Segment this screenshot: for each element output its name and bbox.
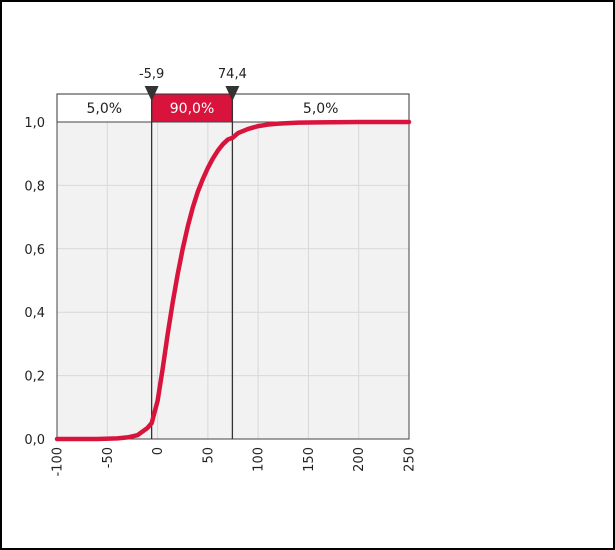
y-tick-label: 0,4 bbox=[24, 306, 45, 321]
y-tick-label: 0,2 bbox=[24, 370, 45, 385]
band-label: 5,0% bbox=[87, 101, 123, 117]
y-tick-label: 1,0 bbox=[24, 116, 45, 131]
y-tick-label: 0,8 bbox=[24, 179, 45, 194]
percentile-markers[interactable]: -5,9 74,4 bbox=[139, 67, 247, 439]
marker-handle-icon bbox=[225, 86, 240, 101]
y-axis-ticks: 0,0 0,2 0,4 0,6 0,8 1,0 bbox=[24, 116, 45, 448]
x-tick-label: -50 bbox=[101, 447, 116, 468]
x-tick-label: 150 bbox=[302, 447, 317, 472]
grid-lines bbox=[56, 121, 410, 440]
marker-label: -5,9 bbox=[139, 67, 164, 82]
x-tick-label: 50 bbox=[201, 447, 216, 464]
marker-label: 74,4 bbox=[218, 67, 247, 82]
cdf-curve bbox=[54, 119, 412, 442]
y-tick-label: 0,6 bbox=[24, 243, 45, 258]
x-tick-label: 0 bbox=[151, 447, 166, 455]
x-tick-label: 200 bbox=[352, 447, 367, 472]
x-axis-ticks: -100 -50 0 50 100 150 200 250 bbox=[51, 447, 418, 477]
percentile-band-bar: 5,0% 90,0% 5,0% bbox=[56, 93, 410, 123]
band-label: 90,0% bbox=[170, 101, 214, 117]
marker-handle-icon bbox=[144, 86, 159, 101]
x-tick-label: 250 bbox=[403, 447, 418, 472]
x-tick-label: -100 bbox=[51, 447, 66, 477]
x-tick-label: 100 bbox=[252, 447, 267, 472]
y-tick-label: 0,0 bbox=[24, 433, 45, 448]
band-label: 5,0% bbox=[303, 101, 339, 117]
